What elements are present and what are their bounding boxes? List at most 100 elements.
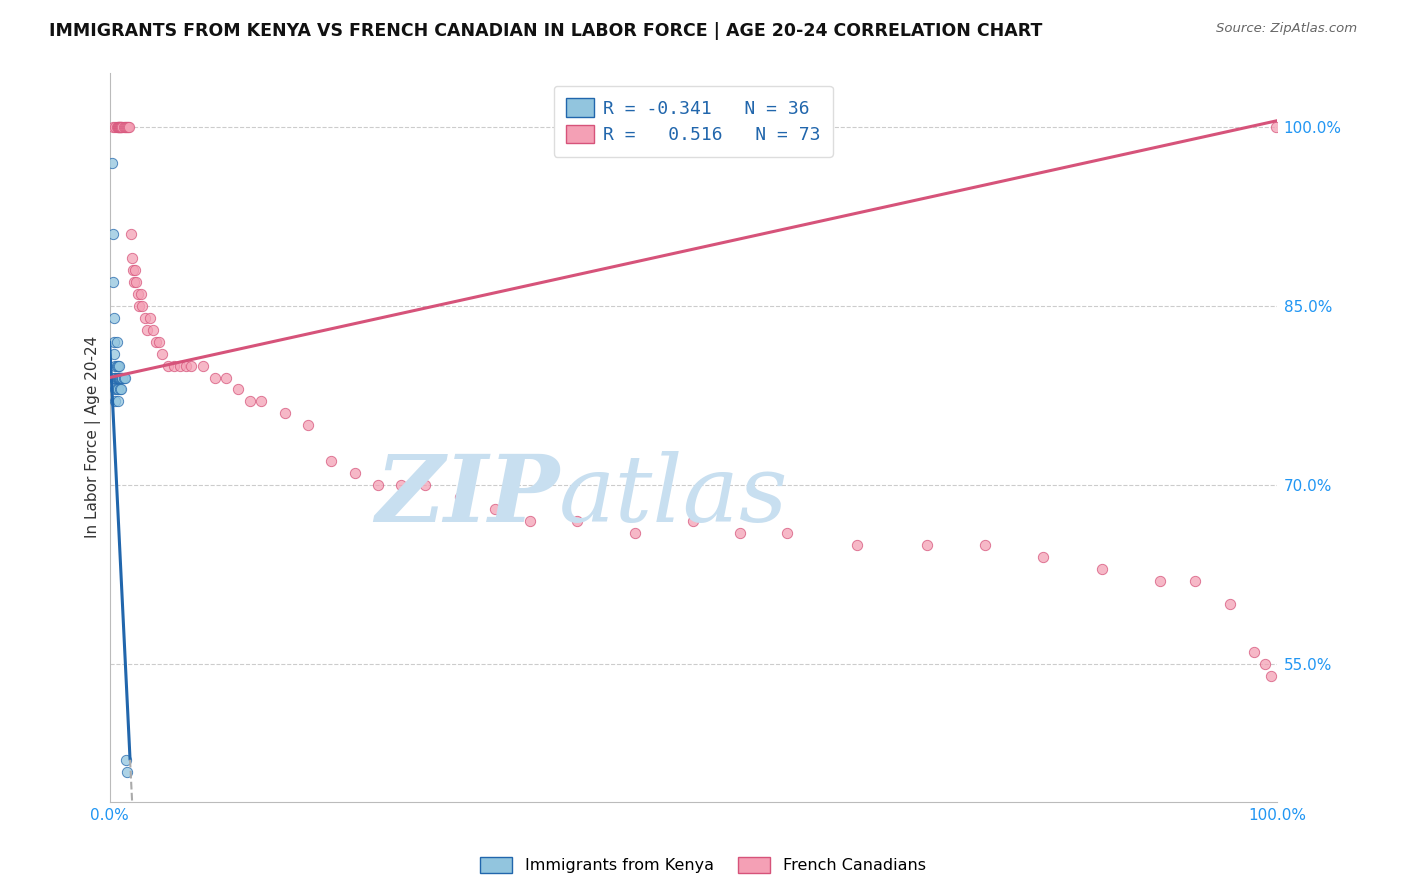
Point — [103, 310, 125, 325]
Point — [107, 394, 129, 409]
Point — [274, 406, 297, 420]
Point — [101, 120, 124, 134]
Point — [297, 418, 319, 433]
Legend: R = -0.341   N = 36, R =   0.516   N = 73: R = -0.341 N = 36, R = 0.516 N = 73 — [554, 86, 832, 157]
Y-axis label: In Labor Force | Age 20-24: In Labor Force | Age 20-24 — [86, 336, 101, 539]
Point — [845, 538, 868, 552]
Point — [111, 120, 134, 134]
Point — [108, 370, 131, 384]
Point — [624, 525, 647, 540]
Point — [145, 334, 167, 349]
Point — [108, 359, 131, 373]
Point — [142, 323, 165, 337]
Point — [449, 490, 471, 504]
Point — [105, 359, 128, 373]
Point — [413, 478, 436, 492]
Point — [484, 502, 506, 516]
Point — [343, 466, 366, 480]
Point — [101, 155, 124, 169]
Point — [139, 310, 162, 325]
Point — [204, 370, 226, 384]
Point — [169, 359, 191, 373]
Point — [180, 359, 202, 373]
Point — [131, 299, 153, 313]
Point — [105, 334, 128, 349]
Point — [1184, 574, 1206, 588]
Point — [121, 251, 143, 265]
Point — [226, 383, 249, 397]
Point — [122, 275, 145, 289]
Point — [108, 383, 131, 397]
Point — [191, 359, 214, 373]
Point — [136, 323, 159, 337]
Text: ZIP: ZIP — [375, 450, 560, 541]
Point — [127, 287, 149, 301]
Point — [114, 120, 136, 134]
Point — [128, 299, 150, 313]
Point — [1091, 561, 1114, 575]
Point — [101, 275, 124, 289]
Point — [105, 120, 128, 134]
Point — [775, 525, 797, 540]
Point — [104, 370, 127, 384]
Point — [108, 370, 131, 384]
Point — [1254, 657, 1277, 672]
Point — [112, 370, 135, 384]
Point — [1260, 669, 1282, 683]
Point — [107, 383, 129, 397]
Point — [104, 394, 127, 409]
Point — [239, 394, 262, 409]
Point — [114, 370, 136, 384]
Point — [124, 263, 146, 277]
Point — [134, 310, 156, 325]
Point — [104, 383, 127, 397]
Point — [156, 359, 179, 373]
Point — [148, 334, 170, 349]
Point — [110, 120, 132, 134]
Point — [107, 370, 129, 384]
Point — [519, 514, 541, 528]
Point — [215, 370, 238, 384]
Point — [118, 120, 141, 134]
Legend: Immigrants from Kenya, French Canadians: Immigrants from Kenya, French Canadians — [474, 850, 932, 880]
Point — [974, 538, 997, 552]
Point — [108, 120, 131, 134]
Point — [682, 514, 704, 528]
Point — [391, 478, 413, 492]
Point — [1149, 574, 1171, 588]
Point — [565, 514, 588, 528]
Point — [321, 454, 343, 468]
Point — [1219, 598, 1241, 612]
Point — [1264, 120, 1286, 134]
Point — [112, 120, 135, 134]
Point — [108, 120, 131, 134]
Point — [110, 120, 132, 134]
Point — [174, 359, 197, 373]
Point — [107, 120, 129, 134]
Point — [108, 120, 131, 134]
Point — [103, 334, 125, 349]
Point — [120, 227, 142, 242]
Point — [103, 346, 125, 360]
Point — [150, 346, 173, 360]
Text: atlas: atlas — [560, 450, 789, 541]
Point — [1243, 645, 1265, 659]
Point — [122, 263, 145, 277]
Point — [115, 764, 138, 779]
Point — [107, 120, 129, 134]
Point — [103, 370, 125, 384]
Point — [115, 120, 138, 134]
Point — [105, 370, 128, 384]
Point — [101, 227, 124, 242]
Text: IMMIGRANTS FROM KENYA VS FRENCH CANADIAN IN LABOR FORCE | AGE 20-24 CORRELATION : IMMIGRANTS FROM KENYA VS FRENCH CANADIAN… — [49, 22, 1043, 40]
Point — [108, 370, 131, 384]
Point — [129, 287, 152, 301]
Point — [250, 394, 273, 409]
Point — [108, 370, 131, 384]
Point — [104, 370, 127, 384]
Point — [117, 120, 139, 134]
Point — [915, 538, 938, 552]
Point — [110, 370, 132, 384]
Point — [111, 370, 134, 384]
Point — [107, 370, 129, 384]
